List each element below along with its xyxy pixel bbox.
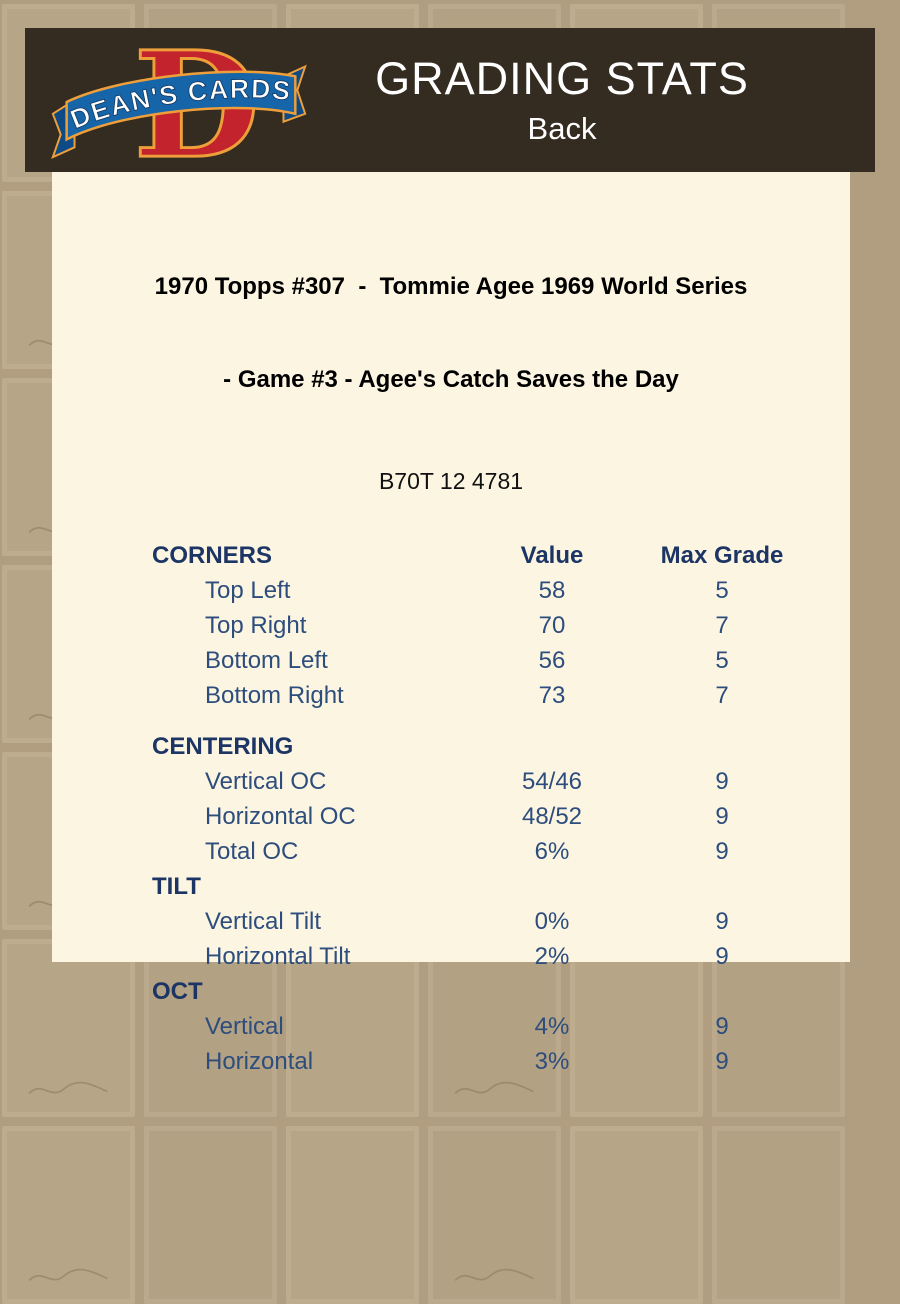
section-centering: CENTERING Vertical OC 54/46 9 Horizontal OC 4…	[152, 729, 850, 869]
header-titles: GRADING STATS Back	[313, 52, 875, 147]
faded-signature	[28, 1081, 108, 1094]
card-serial-number: B70T 12 4781	[378, 468, 524, 494]
card-title-line-1: 1970 Topps #307 - Tommie Agee 1969 World…	[154, 273, 748, 300]
stat-label: Total OC	[205, 837, 299, 865]
background-card	[428, 1126, 561, 1304]
stat-label: Vertical OC	[205, 767, 327, 795]
section-title: CORNERS	[152, 541, 273, 569]
stat-max-grade: 9	[715, 942, 729, 970]
stat-row: Top Right 70 7	[152, 608, 850, 643]
section-header-row: OCT	[152, 974, 850, 1009]
column-header-value: Value	[520, 541, 584, 569]
stat-max-grade: 9	[715, 767, 729, 795]
stat-label: Vertical Tilt	[205, 907, 322, 935]
column-header-max-grade: Max Grade	[660, 541, 784, 569]
faded-signature	[454, 1268, 534, 1281]
stat-value: 58	[538, 576, 566, 604]
stat-label: Vertical	[205, 1012, 284, 1040]
background-card	[286, 1126, 419, 1304]
stat-value: 0%	[534, 907, 570, 935]
stat-value: 73	[538, 681, 566, 709]
stat-label: Horizontal OC	[205, 802, 356, 830]
stat-row: Bottom Right 73 7	[152, 678, 850, 713]
background-card	[2, 939, 135, 1117]
stat-row: Vertical 4% 9	[152, 1009, 850, 1044]
background-card	[570, 1126, 703, 1304]
page-title: GRADING STATS	[375, 52, 749, 104]
stat-value: 3%	[534, 1047, 570, 1075]
stat-label: Horizontal	[205, 1047, 314, 1075]
stat-label: Bottom Left	[205, 646, 328, 674]
stat-label: Horizontal Tilt	[205, 942, 351, 970]
stat-value: 6%	[534, 837, 570, 865]
background-card	[712, 1126, 845, 1304]
stat-label: Top Right	[205, 611, 307, 639]
section-oct: OCT Vertical 4% 9 Horizontal 3% 9	[152, 974, 850, 1079]
card-side-label: Back	[527, 110, 597, 146]
stat-row: Total OC 6% 9	[152, 834, 850, 869]
stat-row: Bottom Left 56 5	[152, 643, 850, 678]
stat-value: 54/46	[521, 767, 583, 795]
stat-value: 56	[538, 646, 566, 674]
stat-max-grade: 9	[715, 1012, 729, 1040]
section-title: TILT	[152, 872, 201, 900]
section-corners: CORNERS Value Max Grade Top Left 58 5 Top Righ…	[152, 538, 850, 713]
stat-row: Vertical Tilt 0% 9	[152, 904, 850, 939]
stat-label: Bottom Right	[205, 681, 344, 709]
stat-label: Top Left	[205, 576, 291, 604]
stat-value: 70	[538, 611, 566, 639]
stat-max-grade: 5	[715, 576, 729, 604]
stat-row: Vertical OC 54/46 9	[152, 764, 850, 799]
section-tilt: TILT Vertical Tilt 0% 9 Horizontal Tilt 2% 9	[152, 869, 850, 974]
card-title: 1970 Topps #307 - Tommie Agee 1969 World…	[52, 209, 850, 457]
grading-table: CORNERS Value Max Grade Top Left 58 5 Top Righ…	[152, 538, 850, 1079]
stat-value: 4%	[534, 1012, 570, 1040]
stat-row: Horizontal OC 48/52 9	[152, 799, 850, 834]
stat-max-grade: 5	[715, 646, 729, 674]
stat-max-grade: 9	[715, 802, 729, 830]
section-title: CENTERING	[152, 732, 294, 760]
stat-max-grade: 7	[715, 611, 729, 639]
faded-signature	[28, 1268, 108, 1281]
faded-signature	[454, 1081, 534, 1094]
stat-max-grade: 9	[715, 907, 729, 935]
stat-row: Horizontal Tilt 2% 9	[152, 939, 850, 974]
stat-value: 48/52	[521, 802, 583, 830]
stat-value: 2%	[534, 942, 570, 970]
header-bar: D DEAN'S CARDS GRADING STATS Back	[25, 28, 875, 172]
section-title: OCT	[152, 977, 203, 1005]
stat-row: Horizontal 3% 9	[152, 1044, 850, 1079]
deans-cards-logo: D DEAN'S CARDS	[45, 31, 313, 169]
stat-max-grade: 7	[715, 681, 729, 709]
section-header-row: CENTERING	[152, 729, 850, 764]
stat-max-grade: 9	[715, 837, 729, 865]
background-card	[144, 1126, 277, 1304]
stats-panel: 1970 Topps #307 - Tommie Agee 1969 World…	[52, 172, 850, 1075]
stat-max-grade: 9	[715, 1047, 729, 1075]
stat-row: Top Left 58 5	[152, 573, 850, 608]
card-title-line-2: - Game #3 - Agee's Catch Saves the Day	[223, 366, 679, 393]
deans-cards-logo-graphic: D DEAN'S CARDS	[51, 31, 307, 169]
section-header-row: CORNERS Value Max Grade	[152, 538, 850, 573]
section-header-row: TILT	[152, 869, 850, 904]
background-card	[2, 1126, 135, 1304]
